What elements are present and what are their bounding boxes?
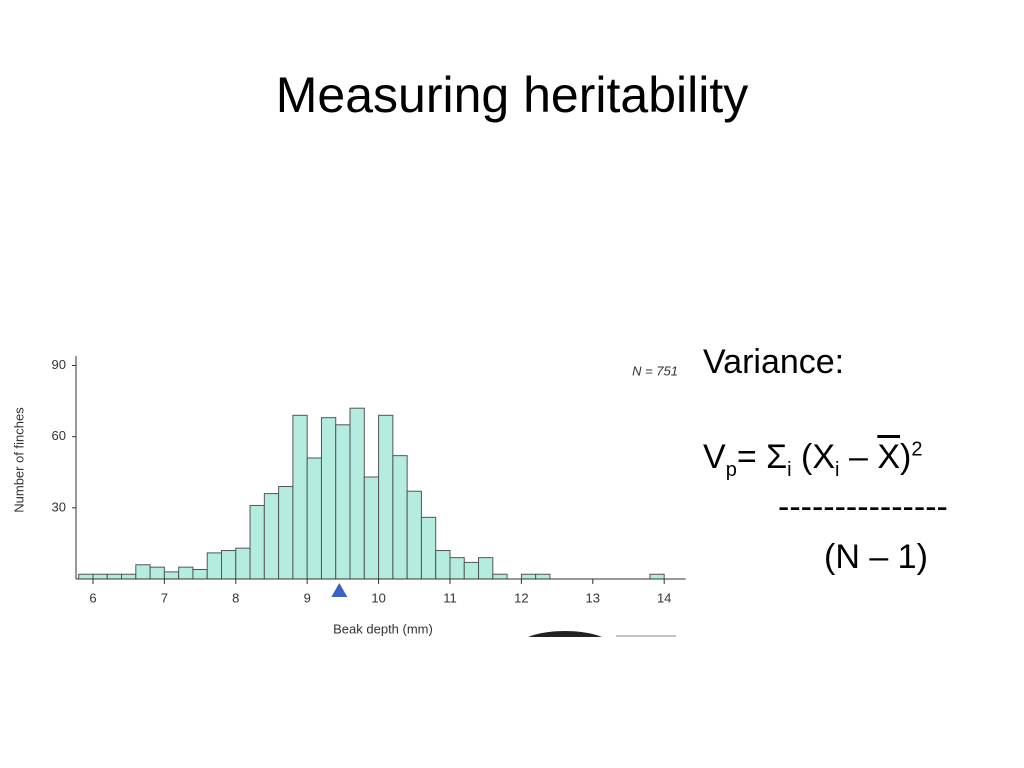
y-tick-label: 60 [52, 428, 66, 443]
bar [649, 573, 665, 580]
bar [78, 573, 94, 580]
bar [221, 550, 237, 580]
formula-text: ) [900, 438, 912, 476]
formula: Vp= Σi (Xi – X)2 [703, 438, 922, 482]
formula-heading: Variance: [703, 343, 845, 381]
y-tick-label: 90 [52, 357, 66, 372]
bar [306, 457, 322, 580]
bar [235, 547, 251, 580]
mean-marker [331, 583, 348, 597]
bar [121, 573, 137, 580]
y-tick-label: 30 [52, 499, 66, 514]
annotation: N = 751 [632, 363, 678, 378]
formula-sub: i [835, 458, 840, 481]
bar [278, 485, 294, 580]
bar [192, 569, 208, 580]
x-tick-label: 10 [371, 590, 385, 605]
formula-sub: p [725, 458, 737, 481]
bar [378, 414, 394, 580]
bar [492, 573, 508, 580]
formula-sup: 2 [911, 438, 923, 461]
formula-text: = Σ [736, 438, 788, 476]
bar [92, 573, 108, 580]
x-tick-label: 12 [514, 590, 528, 605]
bar [249, 504, 265, 580]
bar [349, 407, 365, 580]
x-tick-label: 11 [443, 590, 457, 605]
x-tick-label: 13 [586, 590, 600, 605]
x-tick-label: 14 [657, 590, 671, 605]
formula-denominator: (N – 1) [824, 538, 928, 576]
formula-text: – [839, 438, 878, 476]
x-tick-label: 8 [232, 590, 239, 605]
bar [392, 455, 408, 580]
bar [178, 566, 194, 580]
formula-text: V [703, 438, 726, 476]
formula-rule: --------------- [778, 488, 948, 526]
x-axis-label: Beak depth (mm) [333, 621, 433, 636]
formula-sub: i [787, 458, 792, 481]
bar [292, 414, 308, 580]
bar [463, 561, 480, 580]
bar [449, 557, 465, 580]
bar [406, 490, 422, 580]
bar [149, 566, 165, 580]
bar [263, 493, 280, 580]
bar [206, 552, 223, 580]
crop [0, 637, 1024, 768]
bar [420, 516, 437, 580]
x-tick-label: 9 [304, 590, 311, 605]
y-axis-label: Number of finches [11, 407, 26, 513]
bar [320, 417, 337, 580]
bar [335, 424, 351, 580]
x-tick-label: 7 [161, 590, 168, 605]
x-tick-label: 6 [89, 590, 96, 605]
bar [363, 476, 380, 580]
formula-mean: X [877, 438, 900, 476]
bar [135, 564, 151, 580]
bar [106, 573, 123, 580]
formula-text: (X [791, 438, 836, 476]
slide-title: Measuring heritability [275, 67, 749, 123]
bar [535, 573, 551, 580]
bar [163, 571, 180, 580]
bar [478, 557, 494, 580]
bar [435, 550, 451, 580]
bar [520, 573, 537, 580]
